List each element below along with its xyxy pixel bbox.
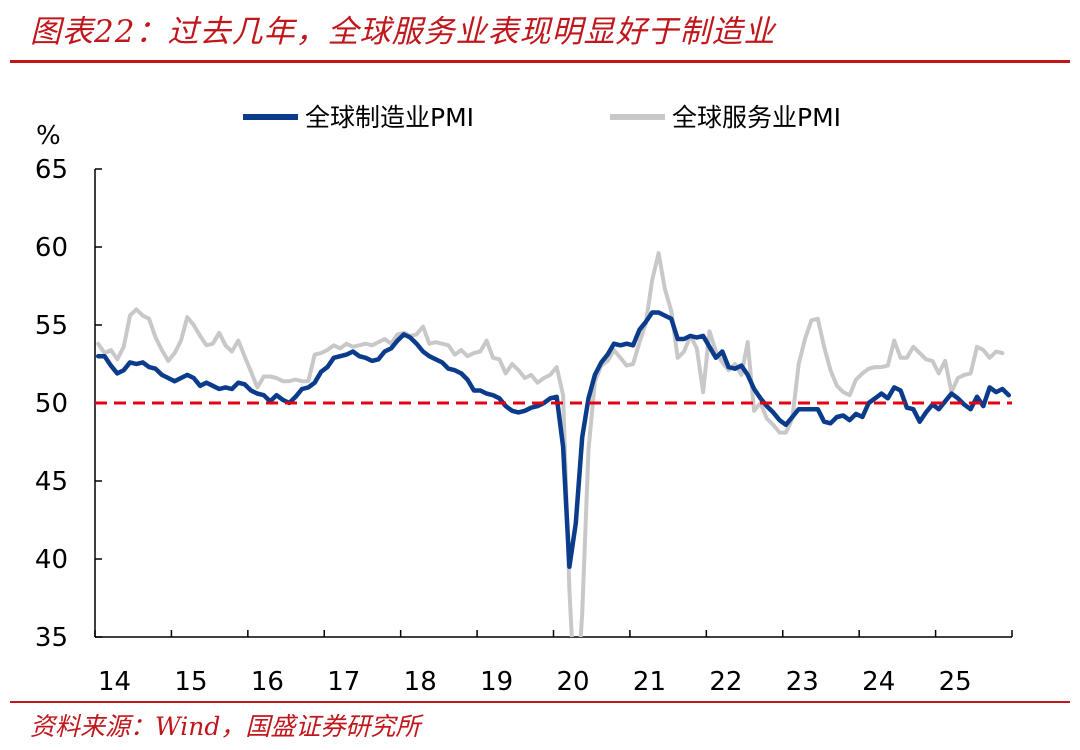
x-tick-label-20: 20	[557, 667, 590, 697]
x-tick-label-17: 17	[327, 667, 360, 697]
source-rule	[10, 701, 1070, 703]
x-tick-label-24: 24	[862, 667, 895, 697]
y-tick-label-60: 60	[35, 233, 68, 263]
y-tick-label-55: 55	[35, 311, 68, 341]
y-axis-unit-label: %	[36, 121, 61, 151]
x-tick-label-19: 19	[480, 667, 513, 697]
x-tick-label-15: 15	[174, 667, 207, 697]
x-tick-label-25: 25	[939, 667, 972, 697]
title-rule	[10, 60, 1070, 63]
y-tick-label-50: 50	[35, 389, 68, 419]
chart-plot-area	[95, 251, 1012, 637]
legend-label-manufacturing: 全球制造业PMI	[305, 103, 474, 132]
pmi-line-chart: 全球制造业PMI 全球服务业PMI % 35 40 45 50 55 60 65 14 15 16…	[35, 103, 1013, 697]
y-tick-label-40: 40	[35, 545, 68, 575]
y-tick-label-45: 45	[35, 467, 68, 497]
chart-legend: 全球制造业PMI 全球服务业PMI	[243, 103, 841, 132]
legend-label-services: 全球服务业PMI	[672, 103, 841, 132]
x-tick-label-14: 14	[98, 667, 131, 697]
chart-axes: 35 40 45 50 55 60 65 14 15 16 17 18 19 20 21 22 23 24 25	[35, 155, 1013, 697]
x-tick-label-22: 22	[709, 667, 742, 697]
x-tick-label-18: 18	[404, 667, 437, 697]
source-note: 资料来源：Wind，国盛证券研究所	[30, 712, 421, 741]
series-line-manufacturing	[95, 310, 1012, 570]
x-tick-label-23: 23	[786, 667, 819, 697]
y-tick-label-65: 65	[35, 155, 68, 185]
series-line-services	[96, 251, 1005, 637]
x-tick-label-16: 16	[251, 667, 284, 697]
figure-title: 图表22：过去几年，全球服务业表现明显好于制造业	[30, 14, 776, 50]
x-tick-label-21: 21	[633, 667, 666, 697]
y-tick-label-35: 35	[35, 623, 68, 653]
